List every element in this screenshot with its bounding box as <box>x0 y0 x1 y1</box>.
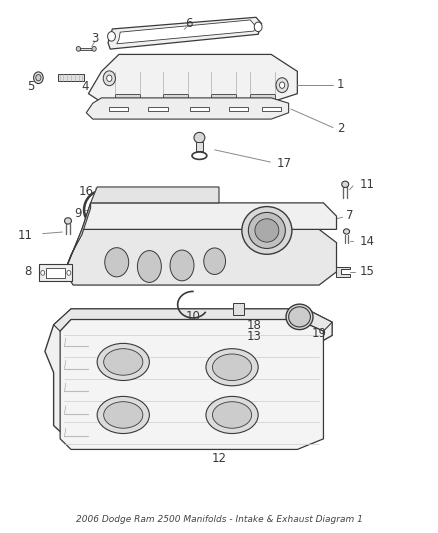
Text: 3: 3 <box>91 32 99 45</box>
Ellipse shape <box>212 354 252 381</box>
Ellipse shape <box>41 270 45 275</box>
Ellipse shape <box>254 22 262 31</box>
Text: 14: 14 <box>360 235 374 247</box>
Polygon shape <box>53 309 332 331</box>
Polygon shape <box>211 94 236 102</box>
Ellipse shape <box>242 207 292 254</box>
Text: 19: 19 <box>311 327 327 341</box>
Polygon shape <box>39 264 72 281</box>
Ellipse shape <box>34 72 43 84</box>
Polygon shape <box>336 266 350 277</box>
Polygon shape <box>108 17 261 49</box>
Polygon shape <box>163 94 187 102</box>
Text: 11: 11 <box>18 229 33 242</box>
Ellipse shape <box>97 397 149 433</box>
Ellipse shape <box>98 189 103 194</box>
Ellipse shape <box>206 349 258 386</box>
Ellipse shape <box>289 307 311 327</box>
Ellipse shape <box>279 82 285 88</box>
Ellipse shape <box>104 402 143 428</box>
Text: 17: 17 <box>277 157 292 169</box>
Text: 1: 1 <box>337 78 345 91</box>
Polygon shape <box>196 142 203 151</box>
Ellipse shape <box>67 270 71 275</box>
Ellipse shape <box>108 31 116 41</box>
Polygon shape <box>58 74 84 82</box>
Polygon shape <box>229 108 248 111</box>
Text: 13: 13 <box>247 330 261 343</box>
Polygon shape <box>88 54 297 102</box>
Ellipse shape <box>248 213 286 248</box>
Polygon shape <box>91 187 219 203</box>
Text: 4: 4 <box>81 80 89 93</box>
Ellipse shape <box>206 397 258 433</box>
Polygon shape <box>64 203 91 272</box>
Ellipse shape <box>204 248 226 274</box>
Polygon shape <box>148 108 168 111</box>
Ellipse shape <box>212 402 252 428</box>
Text: 8: 8 <box>24 265 31 278</box>
Text: 9: 9 <box>74 207 81 220</box>
Ellipse shape <box>170 250 194 281</box>
Text: 2006 Dodge Ram 2500 Manifolds - Intake & Exhaust Diagram 1: 2006 Dodge Ram 2500 Manifolds - Intake &… <box>76 515 362 523</box>
Polygon shape <box>82 203 336 229</box>
Text: 15: 15 <box>360 265 374 278</box>
Ellipse shape <box>343 229 350 234</box>
Text: 5: 5 <box>27 80 35 93</box>
Text: 10: 10 <box>185 310 200 324</box>
Polygon shape <box>64 229 336 285</box>
Text: 7: 7 <box>346 208 353 222</box>
Polygon shape <box>233 303 244 316</box>
Polygon shape <box>45 309 332 441</box>
Ellipse shape <box>342 181 349 188</box>
Text: 12: 12 <box>212 452 226 465</box>
Polygon shape <box>116 94 140 102</box>
Ellipse shape <box>104 349 143 375</box>
Polygon shape <box>261 108 281 111</box>
Ellipse shape <box>286 304 313 329</box>
Ellipse shape <box>64 217 71 224</box>
Polygon shape <box>78 47 94 50</box>
Polygon shape <box>110 108 128 111</box>
Polygon shape <box>46 268 65 278</box>
Ellipse shape <box>89 196 118 224</box>
Polygon shape <box>117 20 256 44</box>
Ellipse shape <box>97 343 149 381</box>
Polygon shape <box>86 98 289 119</box>
Text: 6: 6 <box>185 17 192 30</box>
Text: 11: 11 <box>360 178 374 191</box>
Ellipse shape <box>255 219 279 242</box>
Text: 16: 16 <box>79 185 94 198</box>
Text: 18: 18 <box>247 319 261 333</box>
Ellipse shape <box>194 132 205 143</box>
Ellipse shape <box>36 75 41 81</box>
Polygon shape <box>251 94 275 102</box>
Text: 2: 2 <box>337 122 345 135</box>
Ellipse shape <box>103 71 116 86</box>
Ellipse shape <box>76 46 81 51</box>
Polygon shape <box>60 319 323 449</box>
Ellipse shape <box>105 248 129 277</box>
Polygon shape <box>190 108 209 111</box>
Ellipse shape <box>92 46 96 51</box>
Ellipse shape <box>276 78 288 93</box>
Ellipse shape <box>138 251 161 282</box>
Ellipse shape <box>107 75 112 82</box>
